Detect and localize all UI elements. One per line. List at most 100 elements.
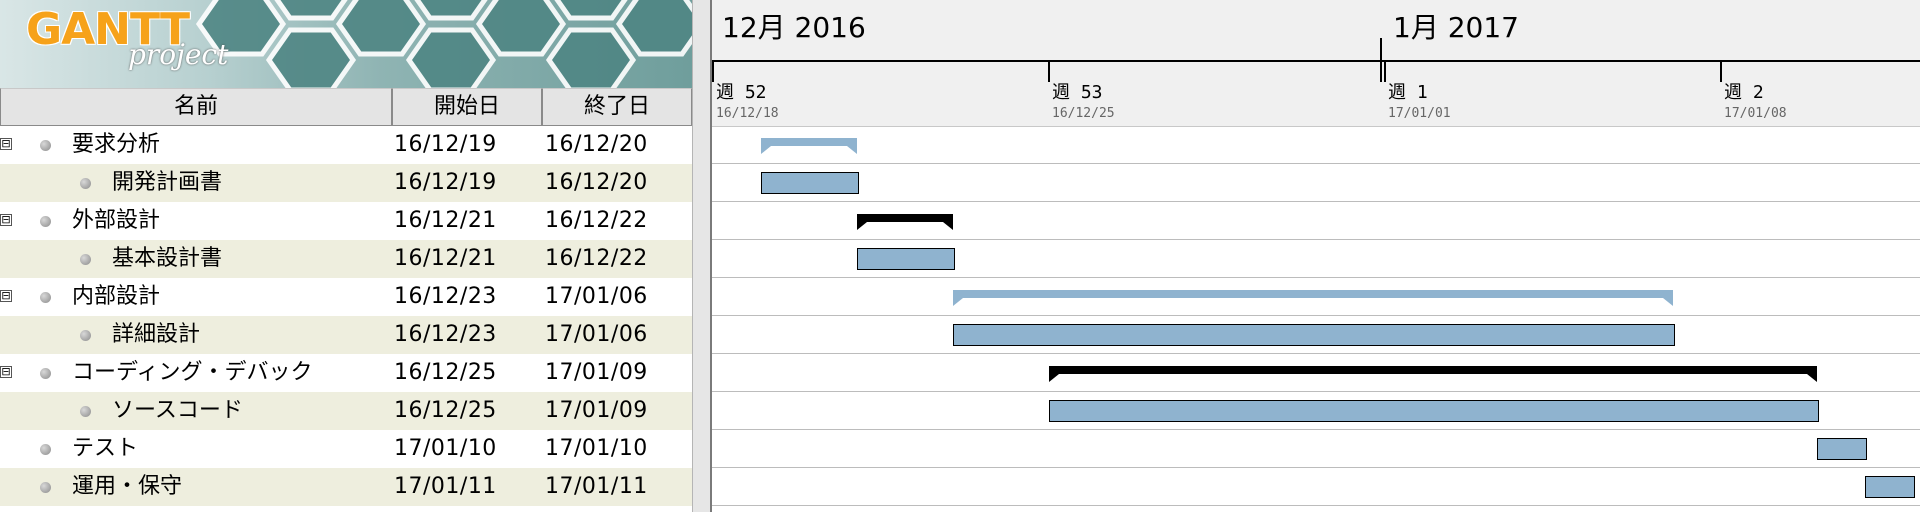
gantt-row xyxy=(712,240,1920,278)
table-row[interactable]: 詳細設計 16/12/23 17/01/06 xyxy=(0,316,692,354)
task-end-date[interactable]: 17/01/10 xyxy=(545,436,648,461)
task-bar[interactable] xyxy=(1817,438,1867,460)
gantt-row xyxy=(712,392,1920,430)
task-bar[interactable] xyxy=(953,324,1675,346)
summary-bar[interactable] xyxy=(953,290,1673,306)
pane-splitter[interactable] xyxy=(692,0,712,512)
summary-bar[interactable] xyxy=(857,214,953,230)
task-bullet-icon xyxy=(80,178,91,189)
task-name[interactable]: 詳細設計 xyxy=(112,322,201,347)
task-end-date[interactable]: 17/01/09 xyxy=(545,360,648,385)
task-end-date[interactable]: 16/12/22 xyxy=(545,208,648,233)
table-row[interactable]: ⊟ 外部設計 16/12/21 16/12/22 xyxy=(0,202,692,240)
task-name[interactable]: 内部設計 xyxy=(72,284,161,309)
task-bar[interactable] xyxy=(857,248,955,270)
column-header-end[interactable]: 終了日 xyxy=(542,88,692,126)
column-header-name[interactable]: 名前 xyxy=(0,88,392,126)
task-bullet-icon xyxy=(40,482,51,493)
task-start-date[interactable]: 16/12/19 xyxy=(394,132,497,157)
gantt-row xyxy=(712,126,1920,164)
task-end-date[interactable]: 17/01/11 xyxy=(545,474,648,499)
timeline-header: 12月 2016 1月 2017 週 52 16/12/18 週 53 16/12/2… xyxy=(712,0,1920,127)
week-label: 週 53 xyxy=(1052,82,1103,103)
task-name[interactable]: 基本設計書 xyxy=(112,246,223,271)
collapse-toggle-icon[interactable]: ⊟ xyxy=(0,365,12,378)
collapse-toggle-icon[interactable]: ⊟ xyxy=(0,213,12,226)
task-table-pane: GANTT project 名前 開始日 終了日 ⊟ 要求分析 16/12/19 16… xyxy=(0,0,692,512)
task-name[interactable]: コーディング・デバック xyxy=(72,360,313,385)
ganttproject-logo: GANTT project xyxy=(0,0,692,88)
summary-bar[interactable] xyxy=(1049,366,1817,382)
table-row[interactable]: ⊟ コーディング・デバック 16/12/25 17/01/09 xyxy=(0,354,692,392)
task-bullet-icon xyxy=(40,368,51,379)
table-row[interactable]: ⊟ 内部設計 16/12/23 17/01/06 xyxy=(0,278,692,316)
week-start-date: 16/12/25 xyxy=(1052,106,1115,121)
gantt-row xyxy=(712,164,1920,202)
week-label: 週 2 xyxy=(1724,82,1764,103)
task-end-date[interactable]: 17/01/06 xyxy=(545,322,648,347)
task-rows: ⊟ 要求分析 16/12/19 16/12/20 開発計画書 16/12/19 16/12/… xyxy=(0,126,692,506)
collapse-toggle-icon[interactable]: ⊟ xyxy=(0,289,12,302)
collapse-toggle-icon[interactable]: ⊟ xyxy=(0,137,12,150)
month-label-dec-2016: 12月 2016 xyxy=(722,11,866,44)
task-start-date[interactable]: 16/12/25 xyxy=(394,398,497,423)
task-start-date[interactable]: 16/12/23 xyxy=(394,322,497,347)
gantt-row xyxy=(712,278,1920,316)
task-end-date[interactable]: 16/12/20 xyxy=(545,170,648,195)
task-name[interactable]: 開発計画書 xyxy=(112,170,223,195)
task-end-date[interactable]: 16/12/22 xyxy=(545,246,648,271)
logo-hexagon-pattern xyxy=(195,0,692,88)
gantt-row xyxy=(712,354,1920,392)
table-row[interactable]: 基本設計書 16/12/21 16/12/22 xyxy=(0,240,692,278)
logo-subtitle: project xyxy=(128,38,229,71)
task-bullet-icon xyxy=(80,254,91,265)
table-header: 名前 開始日 終了日 xyxy=(0,88,692,126)
task-name[interactable]: テスト xyxy=(72,436,139,461)
column-header-start[interactable]: 開始日 xyxy=(392,88,542,126)
week-tick xyxy=(1048,60,1050,82)
week-start-date: 17/01/08 xyxy=(1724,106,1787,121)
week-tick xyxy=(712,60,714,82)
task-bullet-icon xyxy=(80,406,91,417)
table-row[interactable]: 運用・保守 17/01/11 17/01/11 xyxy=(0,468,692,506)
gantt-row xyxy=(712,430,1920,468)
gantt-row xyxy=(712,202,1920,240)
task-start-date[interactable]: 16/12/21 xyxy=(394,208,497,233)
task-bullet-icon xyxy=(40,140,51,151)
week-label: 週 1 xyxy=(1388,82,1428,103)
task-bar[interactable] xyxy=(761,172,859,194)
summary-bar[interactable] xyxy=(761,138,857,154)
task-start-date[interactable]: 16/12/25 xyxy=(394,360,497,385)
task-start-date[interactable]: 17/01/11 xyxy=(394,474,497,499)
task-bar[interactable] xyxy=(1865,476,1915,498)
week-tick xyxy=(1384,60,1386,82)
gantt-row xyxy=(712,316,1920,354)
task-bullet-icon xyxy=(40,444,51,455)
week-tick xyxy=(1720,60,1722,82)
gantt-row xyxy=(712,468,1920,506)
task-end-date[interactable]: 17/01/09 xyxy=(545,398,648,423)
task-start-date[interactable]: 16/12/21 xyxy=(394,246,497,271)
task-end-date[interactable]: 17/01/06 xyxy=(545,284,648,309)
task-bullet-icon xyxy=(80,330,91,341)
task-bullet-icon xyxy=(40,292,51,303)
task-start-date[interactable]: 16/12/23 xyxy=(394,284,497,309)
table-row[interactable]: 開発計画書 16/12/19 16/12/20 xyxy=(0,164,692,202)
task-name[interactable]: 運用・保守 xyxy=(72,474,183,499)
task-bar[interactable] xyxy=(1049,400,1819,422)
gantt-chart-pane: 12月 2016 1月 2017 週 52 16/12/18 週 53 16/12/2… xyxy=(712,0,1920,512)
gantt-grid xyxy=(712,126,1920,506)
task-name[interactable]: 外部設計 xyxy=(72,208,161,233)
month-label-jan-2017: 1月 2017 xyxy=(1393,11,1519,44)
table-row[interactable]: ソースコード 16/12/25 17/01/09 xyxy=(0,392,692,430)
table-row[interactable]: テスト 17/01/10 17/01/10 xyxy=(0,430,692,468)
task-name[interactable]: ソースコード xyxy=(112,398,243,423)
task-start-date[interactable]: 16/12/19 xyxy=(394,170,497,195)
task-start-date[interactable]: 17/01/10 xyxy=(394,436,497,461)
month-boundary-tick xyxy=(1380,38,1382,82)
task-end-date[interactable]: 16/12/20 xyxy=(545,132,648,157)
week-label: 週 52 xyxy=(716,82,767,103)
task-bullet-icon xyxy=(40,216,51,227)
table-row[interactable]: ⊟ 要求分析 16/12/19 16/12/20 xyxy=(0,126,692,164)
task-name[interactable]: 要求分析 xyxy=(72,132,161,157)
